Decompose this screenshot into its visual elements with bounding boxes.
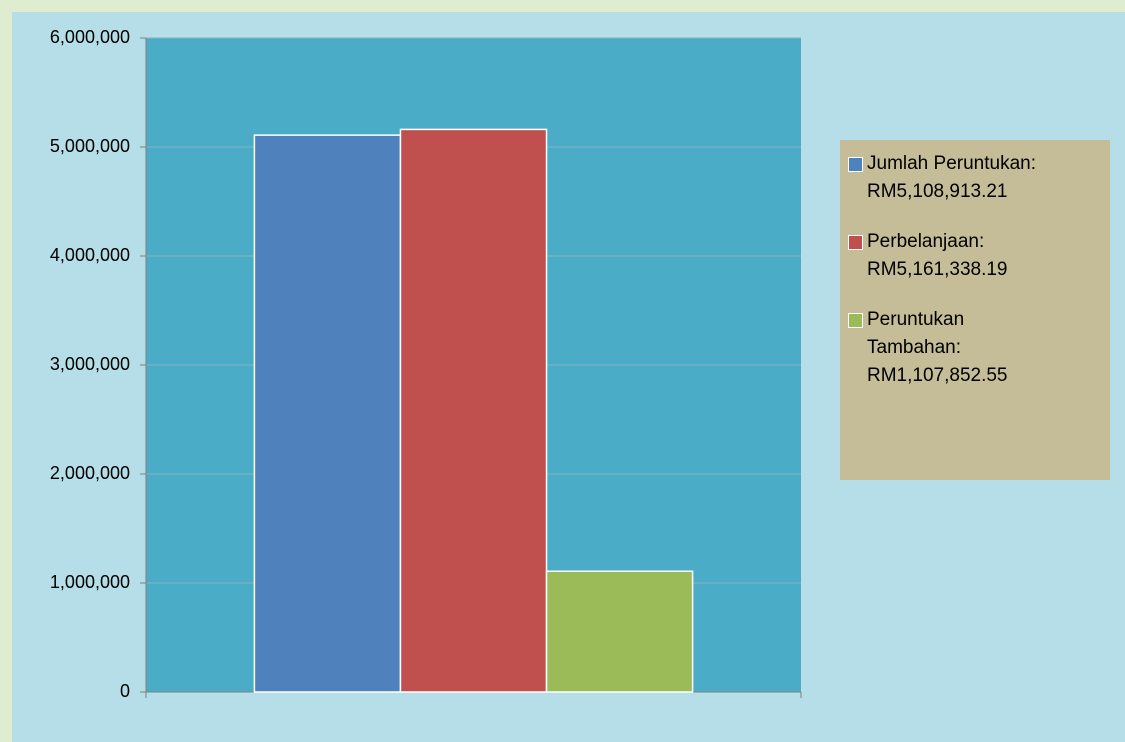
y-tick-label: 5,000,000 [50,136,130,156]
y-tick-label: 1,000,000 [50,572,130,592]
bar [399,128,548,693]
bar [253,134,402,693]
y-tick-label: 0 [120,681,130,701]
legend-entry: Peruntukan Tambahan: RM1,107,852.55 [848,306,1102,390]
y-tick-label: 3,000,000 [50,354,130,374]
legend-swatch [848,313,863,328]
legend-label: Jumlah Peruntukan: RM5,108,913.21 [867,153,1036,202]
legend-label: Perbelanjaan: RM5,161,338.19 [867,231,1008,280]
legend-entry: Jumlah Peruntukan: RM5,108,913.21 [848,150,1102,206]
legend-label: Peruntukan Tambahan: RM1,107,852.55 [867,309,1008,386]
legend-swatch [848,235,863,250]
y-tick-label: 4,000,000 [50,245,130,265]
y-tick-label: 6,000,000 [50,27,130,47]
y-tick-label: 2,000,000 [50,463,130,483]
bar [545,570,694,693]
legend-swatch [848,157,863,172]
legend-entry: Perbelanjaan: RM5,161,338.19 [848,228,1102,284]
legend: Jumlah Peruntukan: RM5,108,913.21 Perbela… [840,140,1110,480]
